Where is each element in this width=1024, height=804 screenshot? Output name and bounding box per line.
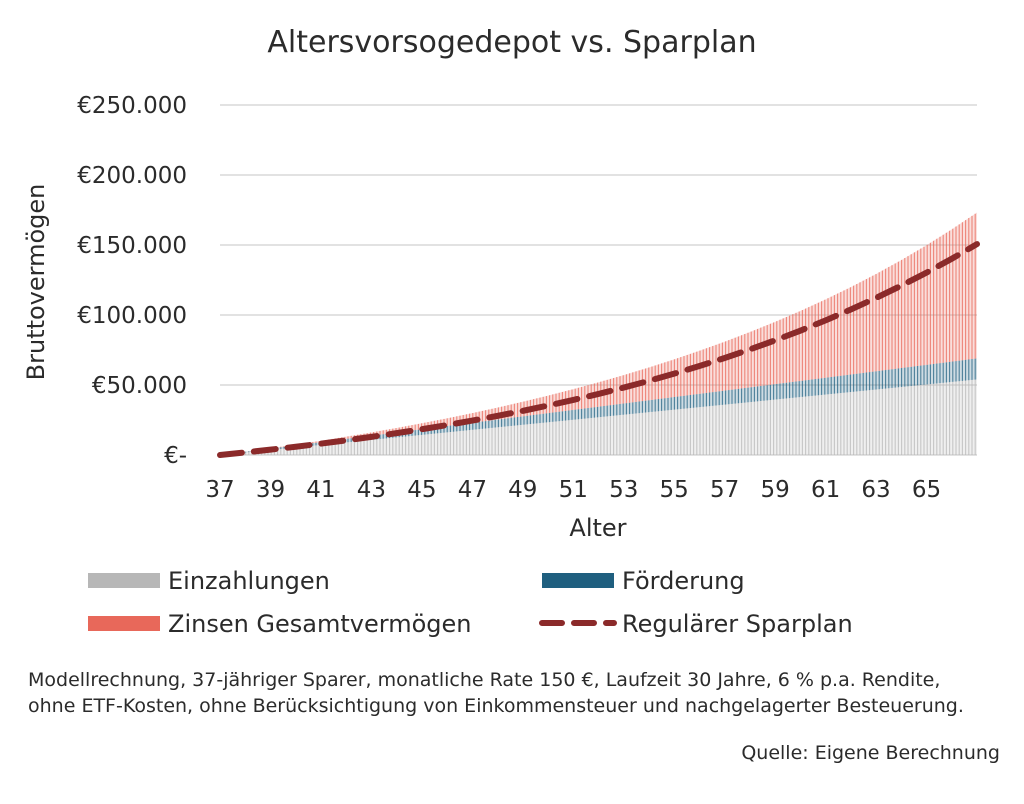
area-fill bbox=[220, 212, 977, 455]
x-tick-label: 43 bbox=[357, 477, 386, 503]
chart-title: Altersvorsogedepot vs. Sparplan bbox=[267, 25, 756, 60]
x-tick-label: 51 bbox=[559, 477, 588, 503]
x-tick-label: 61 bbox=[811, 477, 840, 503]
legend-item: Förderung bbox=[542, 567, 745, 595]
legend-item: Einzahlungen bbox=[88, 567, 330, 595]
legend-label: Zinsen Gesamtvermögen bbox=[168, 610, 471, 638]
area-zinsen-gesamtvermögen bbox=[220, 212, 977, 455]
x-tick-label: 57 bbox=[710, 477, 739, 503]
x-tick-label: 63 bbox=[861, 477, 890, 503]
y-tick-label: €250.000 bbox=[77, 93, 187, 119]
legend-swatch bbox=[88, 616, 160, 631]
methodology-note: Modellrechnung, 37-jähriger Sparer, mona… bbox=[28, 669, 964, 717]
x-tick-label: 65 bbox=[912, 477, 941, 503]
sparplan-line bbox=[217, 241, 980, 458]
x-tick-label: 45 bbox=[407, 477, 436, 503]
y-tick-label: €150.000 bbox=[77, 233, 187, 259]
x-tick-label: 47 bbox=[458, 477, 487, 503]
legend-item: Zinsen Gesamtvermögen bbox=[88, 610, 471, 638]
x-tick-label: 49 bbox=[508, 477, 537, 503]
y-tick-label: €100.000 bbox=[77, 303, 187, 329]
sparplan-line-group bbox=[217, 241, 980, 458]
x-tick-label: 53 bbox=[609, 477, 638, 503]
y-tick-labels: €- €50.000 €100.000 €150.000 €200.000 €250.00… bbox=[77, 93, 187, 469]
legend-item: Regulärer Sparplan bbox=[539, 610, 853, 638]
legend-label: Förderung bbox=[622, 567, 745, 595]
y-axis-label: Bruttovermögen bbox=[22, 184, 50, 381]
legend-swatch bbox=[542, 573, 614, 588]
chart: Altersvorsogedepot vs. Sparplan €- €50.00… bbox=[22, 25, 980, 638]
y-tick-label: €200.000 bbox=[77, 163, 187, 189]
y-tick-label: €- bbox=[164, 443, 187, 469]
legend-label: Einzahlungen bbox=[168, 567, 330, 595]
x-tick-label: 59 bbox=[760, 477, 789, 503]
stacked-areas bbox=[220, 212, 977, 455]
x-axis-label: Alter bbox=[569, 514, 626, 542]
source-note: Quelle: Eigene Berechnung bbox=[741, 742, 1000, 764]
x-tick-label: 39 bbox=[256, 477, 285, 503]
x-tick-label: 41 bbox=[306, 477, 335, 503]
x-tick-label: 55 bbox=[660, 477, 689, 503]
legend-swatch bbox=[88, 573, 160, 588]
x-tick-label: 37 bbox=[205, 477, 234, 503]
y-tick-label: €50.000 bbox=[92, 373, 187, 399]
legend-label: Regulärer Sparplan bbox=[622, 610, 853, 638]
x-tick-labels: 37 39 41 43 45 47 49 51 53 55 57 59 61 63 65 bbox=[205, 477, 941, 503]
legend: Einzahlungen Förderung Zinsen Gesamtvermög… bbox=[88, 567, 853, 638]
